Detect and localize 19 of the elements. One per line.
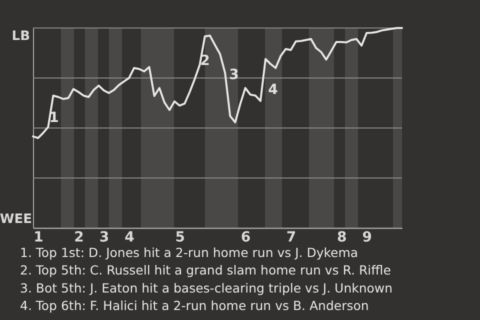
annotation: 1 (49, 110, 59, 126)
x-tick-label: 3 (99, 230, 110, 246)
annotation: 4 (268, 82, 278, 98)
text: 4. Top 6th: F. Halici hit a 2-run home run vs B. Anderson (20, 298, 369, 314)
x-tick-label: 6 (240, 230, 251, 246)
annotation: 3 (229, 67, 239, 83)
x-tick-label: 2 (74, 230, 84, 246)
x-tick-label: 7 (286, 230, 296, 246)
text: 1. Top 1st: D. Jones hit a 2-run home run vs J. Dykema (20, 245, 358, 260)
x-tick-label: 1 (34, 230, 44, 246)
x-tick-label: 8 (336, 230, 347, 246)
text: 2. Top 5th: C. Russell hit a grand slam home run vs R. Riffle (20, 262, 392, 278)
text: LB (12, 29, 30, 44)
annotation: 2 (200, 53, 210, 69)
text: 3. Bot 5th: J. Eaton hit a bases-clearing triple vs J. Unknown (20, 280, 393, 296)
x-tick-label: 9 (362, 230, 372, 246)
x-tick-label: 4 (124, 230, 135, 246)
text: WEE (0, 212, 32, 227)
x-tick-label: 5 (175, 230, 185, 246)
